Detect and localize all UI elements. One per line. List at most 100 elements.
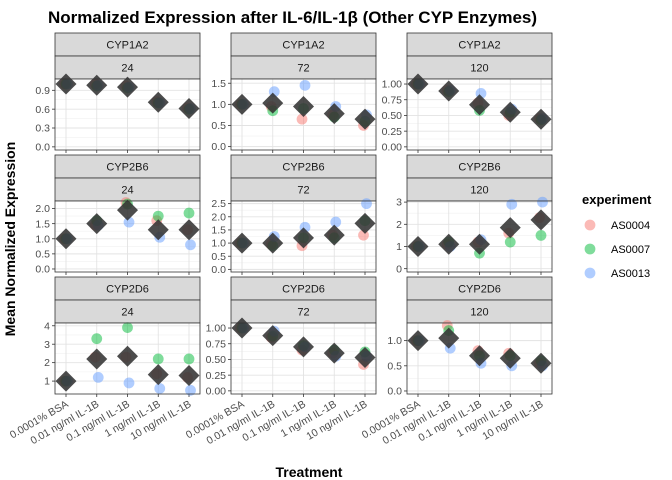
- mean-marker: [499, 347, 521, 369]
- point-as0013: [185, 239, 196, 251]
- point-as0007: [152, 210, 164, 222]
- mean-marker: [438, 233, 460, 255]
- mean-marker: [147, 364, 169, 386]
- strip-time-label: 24: [121, 307, 133, 319]
- mean-marker: [117, 76, 138, 98]
- point-as0007: [152, 353, 164, 365]
- panel-cyp2b6-120: CYP2B6 120 0 1 2 3: [396, 154, 553, 275]
- strip-gene-label: CYP1A2: [458, 40, 500, 52]
- x-axis-title: Treatment: [276, 464, 343, 480]
- mean-marker: [262, 325, 284, 347]
- y-tick-label: 1.5: [35, 218, 50, 230]
- y-tick-label: 0.5: [211, 251, 226, 263]
- mean-marker: [323, 342, 345, 364]
- facet-panels: CYP1A2240.00.30.60.9CYP1A2720.00.51.01.5…: [35, 32, 553, 398]
- panel-border: [54, 78, 201, 151]
- y-tick-label: 1.0: [211, 238, 226, 250]
- y-tick-label: 0.0: [35, 141, 50, 153]
- y-tick-label: 0: [396, 263, 402, 275]
- y-tick-label: 0.5: [387, 360, 402, 372]
- strip-gene-label: CYP2D6: [458, 284, 501, 296]
- point-as0007: [91, 333, 103, 345]
- panel-cyp1a2-24: CYP1A2 24 0.0 0.3 0.6 0.9: [35, 32, 201, 153]
- mean-marker: [499, 101, 521, 123]
- mean-marker: [117, 199, 138, 221]
- strip-time-label: 24: [121, 63, 133, 75]
- y-tick-label: 1.5: [211, 78, 226, 90]
- legend-key-as0004: [584, 219, 596, 231]
- strip-time-label: 72: [297, 63, 309, 75]
- point-as0013: [185, 384, 196, 396]
- point-as0013: [123, 377, 135, 389]
- strip-gene-label: CYP2D6: [282, 284, 325, 296]
- y-tick-label: 0.9: [35, 85, 50, 97]
- mean-marker: [178, 98, 200, 120]
- legend-label-as0013: AS0013: [611, 268, 650, 280]
- mean-marker: [469, 345, 490, 367]
- legend-key-as0007: [584, 243, 596, 255]
- y-tick-label: 1.5: [211, 225, 226, 237]
- panel-border: [230, 78, 377, 151]
- y-tick-label: 1.0: [387, 335, 402, 347]
- mean-marker: [293, 336, 314, 358]
- mean-marker: [178, 219, 200, 241]
- y-tick-label: 0.75: [382, 94, 403, 106]
- y-tick-label: 2: [396, 219, 402, 231]
- point-as0007: [504, 236, 516, 248]
- strip-gene-label: CYP2B6: [458, 162, 500, 174]
- mean-marker: [55, 370, 77, 392]
- y-tick-label: 1: [44, 376, 50, 388]
- y-tick-label: 1.0: [35, 233, 50, 245]
- mean-marker: [293, 95, 314, 117]
- mean-marker: [323, 224, 345, 246]
- panel-border: [230, 322, 377, 395]
- point-as0013: [123, 216, 135, 228]
- y-tick-label: 3: [44, 339, 50, 351]
- y-tick-label: 2.0: [35, 203, 50, 215]
- mean-marker: [293, 227, 314, 249]
- y-tick-label: 4: [44, 320, 50, 332]
- mean-marker: [117, 345, 138, 367]
- y-tick-label: 2: [44, 357, 50, 369]
- mean-marker: [407, 235, 429, 257]
- mean-marker: [86, 213, 108, 235]
- legend-key-as0013: [584, 267, 596, 279]
- strip-gene-label: CYP2B6: [106, 162, 148, 174]
- panel-border: [406, 200, 553, 273]
- point-as0007: [122, 322, 133, 334]
- y-tick-label: 0.0: [211, 264, 226, 276]
- mean-marker: [262, 232, 284, 254]
- y-tick-label: 0.5: [35, 248, 50, 260]
- strip-gene-label: CYP1A2: [282, 40, 324, 52]
- y-tick-label: 0.0: [211, 141, 226, 153]
- y-tick-label: 0.5: [211, 120, 226, 132]
- y-tick-label: 0.25: [382, 126, 403, 138]
- strip-time-label: 120: [470, 63, 488, 75]
- point-as0013: [361, 198, 372, 210]
- mean-marker: [438, 80, 460, 102]
- panel-cyp2d6-24: CYP2D6 24 1 2 3 4: [44, 276, 201, 397]
- y-tick-label: 0.6: [35, 104, 50, 116]
- mean-marker: [469, 233, 490, 255]
- panel-cyp2b6-24: CYP2B6 24 0.0 0.5 1.0 1.5 2.0: [35, 154, 201, 276]
- point-as0013: [92, 372, 104, 383]
- panel-cyp2d6-120: CYP2D6 120 0.0 0.5 1.0: [387, 276, 553, 398]
- panel-border: [54, 322, 201, 395]
- mean-marker: [499, 217, 521, 239]
- point-as0007: [183, 353, 195, 365]
- strip-gene-label: CYP1A2: [106, 40, 148, 52]
- y-tick-label: 3: [396, 197, 402, 209]
- legend-label-as0004: AS0004: [611, 220, 650, 232]
- y-tick-label: 0.3: [35, 123, 50, 135]
- mean-marker: [55, 228, 77, 250]
- legend-title: experiment: [582, 192, 652, 207]
- legend: experiment AS0004 AS0007 AS0013: [582, 192, 652, 280]
- mean-marker: [147, 219, 169, 241]
- mean-marker: [469, 94, 490, 116]
- mean-marker: [323, 103, 345, 125]
- y-tick-label: 0.0: [35, 264, 50, 276]
- point-as0013: [154, 383, 166, 394]
- panel-cyp1a2-120: CYP1A2 120 0.00 0.25 0.50 0.75 1.00: [382, 32, 553, 153]
- panel-border: [406, 322, 553, 395]
